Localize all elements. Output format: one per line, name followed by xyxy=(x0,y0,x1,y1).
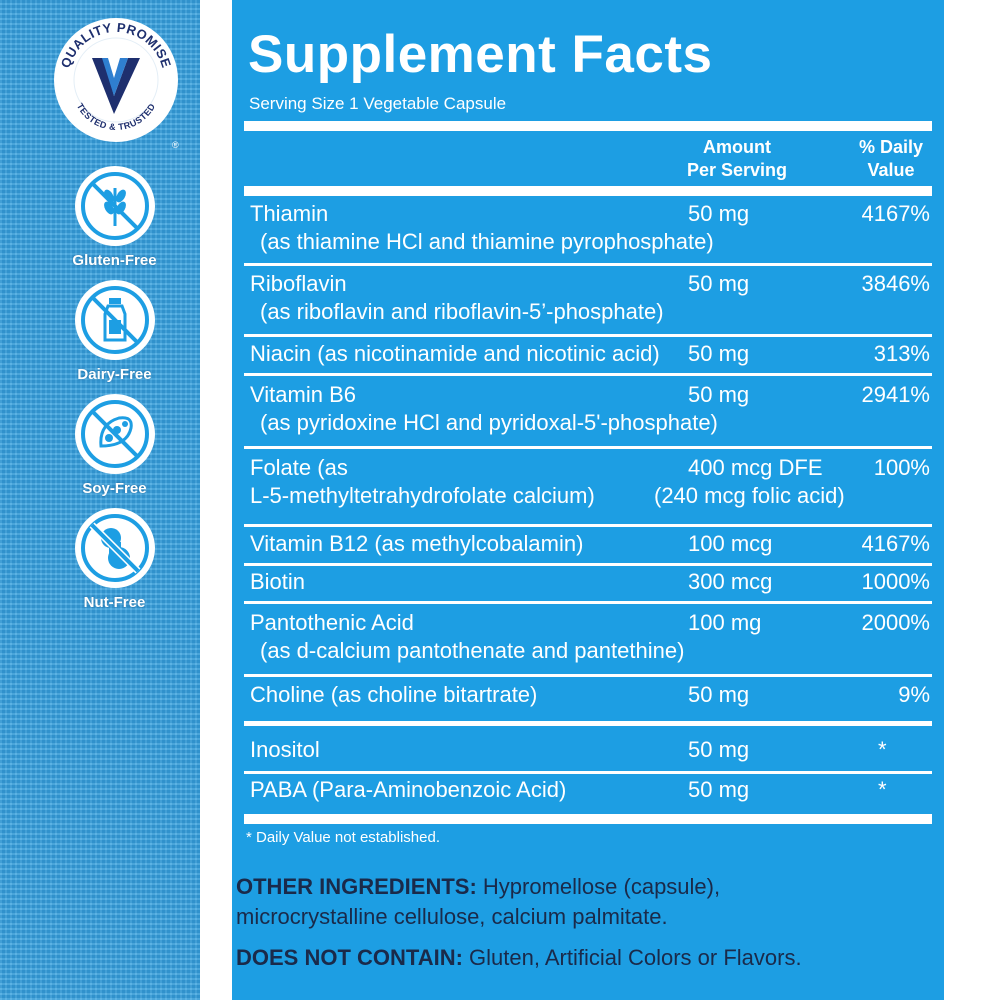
does-not-contain: DOES NOT CONTAIN: Gluten, Artificial Col… xyxy=(236,945,802,970)
other-ingredients-label: OTHER INGREDIENTS: xyxy=(236,874,477,899)
badge-soy-free: Soy-Free xyxy=(52,394,177,497)
divider xyxy=(244,601,932,604)
soybean-icon xyxy=(74,394,155,474)
divider xyxy=(244,563,932,566)
does-not-contain-label: DOES NOT CONTAIN: xyxy=(236,945,463,970)
serving-size: Serving Size 1 Vegetable Capsule xyxy=(249,94,507,113)
divider xyxy=(244,771,932,774)
peanut-icon xyxy=(74,508,155,588)
col-header-daily-value: % Daily Value xyxy=(858,137,924,180)
badge-label: Soy-Free xyxy=(82,480,147,497)
supplement-facts-panel: Supplement Facts Serving Size 1 Vegetabl… xyxy=(232,0,944,1000)
divider xyxy=(244,263,932,266)
divider xyxy=(244,446,932,449)
other-ingredients-cont: microcrystalline cellulose, calcium palm… xyxy=(236,904,668,929)
badge-sidebar: QUALITY PROMISE TESTED & TRUSTED ® Glute… xyxy=(0,0,200,1000)
divider-thick xyxy=(244,814,932,824)
wheat-icon xyxy=(74,166,155,246)
badge-label: Nut-Free xyxy=(83,594,146,611)
badge-label: Dairy-Free xyxy=(77,366,152,383)
facts-title: Supplement Facts xyxy=(248,25,713,84)
divider xyxy=(244,334,932,337)
footnote: * Daily Value not established. xyxy=(246,829,441,846)
milk-bottle-icon xyxy=(74,280,155,360)
quality-promise-seal: QUALITY PROMISE TESTED & TRUSTED ® xyxy=(50,14,185,154)
registered-mark: ® xyxy=(172,140,179,150)
other-ingredients: OTHER INGREDIENTS: Hypromellose (capsule… xyxy=(236,874,721,899)
v-check-icon xyxy=(92,58,140,114)
divider xyxy=(244,524,932,527)
divider-mid xyxy=(244,721,932,726)
badge-dairy-free: Dairy-Free xyxy=(52,280,177,383)
badge-gluten-free: Gluten-Free xyxy=(52,166,177,269)
badge-label: Gluten-Free xyxy=(72,252,157,269)
divider xyxy=(244,373,932,376)
col-header-amount: Amount Per Serving xyxy=(686,137,788,180)
divider xyxy=(244,674,932,677)
badge-nut-free: Nut-Free xyxy=(52,508,177,611)
divider-thick xyxy=(244,121,932,131)
divider-thick xyxy=(244,186,932,196)
